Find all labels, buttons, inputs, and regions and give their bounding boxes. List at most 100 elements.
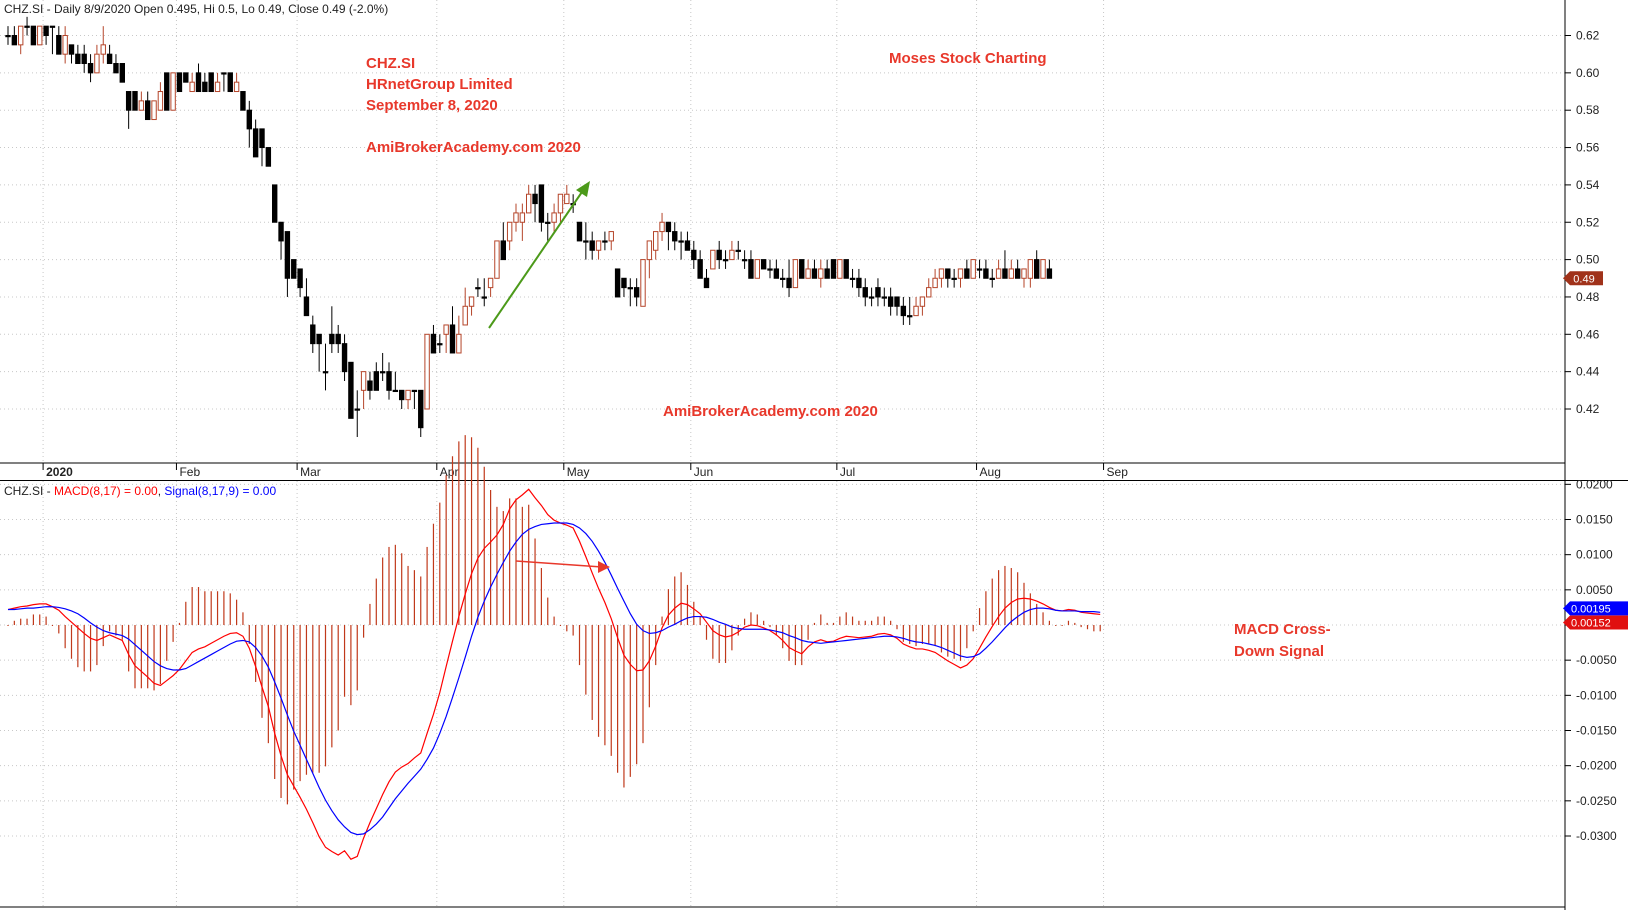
candle-body: [875, 287, 881, 298]
candle-body: [900, 305, 907, 317]
candle-body: [1027, 259, 1034, 279]
candle-body: [887, 296, 894, 307]
candle-body: [646, 240, 653, 261]
signal-last-value: 0.00195: [1571, 603, 1611, 615]
macd-histogram: [7, 435, 1101, 805]
candle-body: [437, 343, 443, 346]
candle-body: [170, 72, 176, 111]
candle-body: [538, 184, 545, 223]
candle-body: [348, 361, 354, 419]
candle-body: [913, 305, 919, 317]
candle-body: [621, 277, 627, 289]
candle-body: [56, 35, 62, 55]
candle-body: [710, 249, 716, 270]
candle-body: [24, 25, 30, 28]
macd-y-tick-label: -0.0050: [1576, 653, 1617, 667]
month-label: Aug: [980, 465, 1001, 479]
candle-body: [367, 380, 373, 391]
macd-y-tick-label: 0.0150: [1576, 513, 1613, 527]
candle-body: [392, 389, 399, 393]
candle-body: [627, 287, 633, 290]
month-label: 2020: [46, 465, 73, 479]
candle-body: [500, 240, 507, 261]
candle-body: [310, 324, 316, 345]
candle-body: [805, 268, 811, 279]
macd-y-tick-label: 0.0050: [1576, 583, 1613, 597]
candle-body: [754, 259, 760, 279]
candle-body: [703, 277, 710, 289]
crossover-arrow: [515, 560, 610, 573]
candle-body: [665, 221, 672, 233]
candle-body: [951, 277, 957, 280]
candle-body: [595, 240, 602, 251]
macd-y-tick-label: -0.0250: [1576, 794, 1617, 808]
price-y-tick-label: 0.58: [1576, 103, 1600, 117]
candle-body: [195, 72, 202, 93]
candle-body: [81, 53, 87, 65]
annotation-symbol: CHZ.SI: [366, 55, 415, 72]
candle-body: [780, 277, 786, 280]
candle-body: [633, 287, 640, 298]
candle-body: [843, 259, 849, 279]
candle-body: [418, 389, 424, 429]
price-y-tick-label: 0.54: [1576, 178, 1600, 192]
candle-body: [564, 193, 570, 205]
candle-body: [824, 268, 830, 279]
month-label: Sep: [1107, 465, 1129, 479]
candle-body: [125, 91, 132, 111]
candle-body: [519, 212, 526, 223]
candle-body: [989, 277, 995, 280]
month-label: Jun: [694, 465, 713, 479]
candle-body: [1046, 268, 1053, 279]
candle-body: [37, 25, 43, 46]
macd-y-tick-label: -0.0200: [1576, 759, 1617, 773]
candle-body: [475, 287, 481, 290]
candle-body: [970, 259, 976, 279]
price-last-value: 0.49: [1573, 273, 1594, 285]
candle-body: [183, 72, 189, 83]
candle-body: [430, 333, 437, 354]
candle-body: [75, 53, 81, 65]
candle-body: [862, 287, 868, 298]
price-y-tick-label: 0.60: [1576, 66, 1600, 80]
candle-body: [1014, 268, 1021, 279]
candle-body: [316, 333, 322, 345]
candle-body: [100, 44, 106, 55]
candle-body: [151, 100, 157, 121]
candle-body: [202, 81, 208, 93]
price-y-tick-label: 0.56: [1576, 141, 1600, 155]
candle-body: [411, 389, 418, 393]
candle-body: [1040, 259, 1046, 279]
candle-body: [145, 100, 151, 121]
candle-body: [868, 296, 875, 299]
candle-body: [672, 231, 678, 242]
candle-body: [284, 231, 291, 279]
candle-body: [945, 268, 951, 279]
candle-body: [856, 277, 862, 289]
candle-body: [18, 25, 24, 46]
candle-body: [303, 296, 310, 317]
candle-body: [386, 371, 392, 391]
candle-body: [214, 81, 221, 93]
candle-body: [62, 35, 68, 55]
price-y-tick-label: 0.42: [1576, 402, 1600, 416]
candle-body: [907, 315, 913, 318]
candle-body: [456, 333, 462, 354]
candle-body: [221, 72, 227, 75]
candle-body: [373, 371, 380, 391]
candle-body: [576, 221, 583, 242]
candle-body: [532, 193, 538, 205]
candle-body: [926, 287, 932, 298]
candle-body: [735, 249, 741, 252]
price-y-tick-label: 0.62: [1576, 29, 1600, 43]
price-y-tick-label: 0.48: [1576, 290, 1600, 304]
candle-body: [811, 268, 818, 279]
macd-line: [7, 488, 1101, 860]
candle-body: [919, 296, 926, 307]
candle-body: [748, 259, 754, 279]
candle-body: [297, 268, 303, 289]
candle-body: [881, 296, 887, 299]
candle-body: [30, 25, 37, 46]
macd-last-value: 0.00152: [1571, 617, 1611, 629]
